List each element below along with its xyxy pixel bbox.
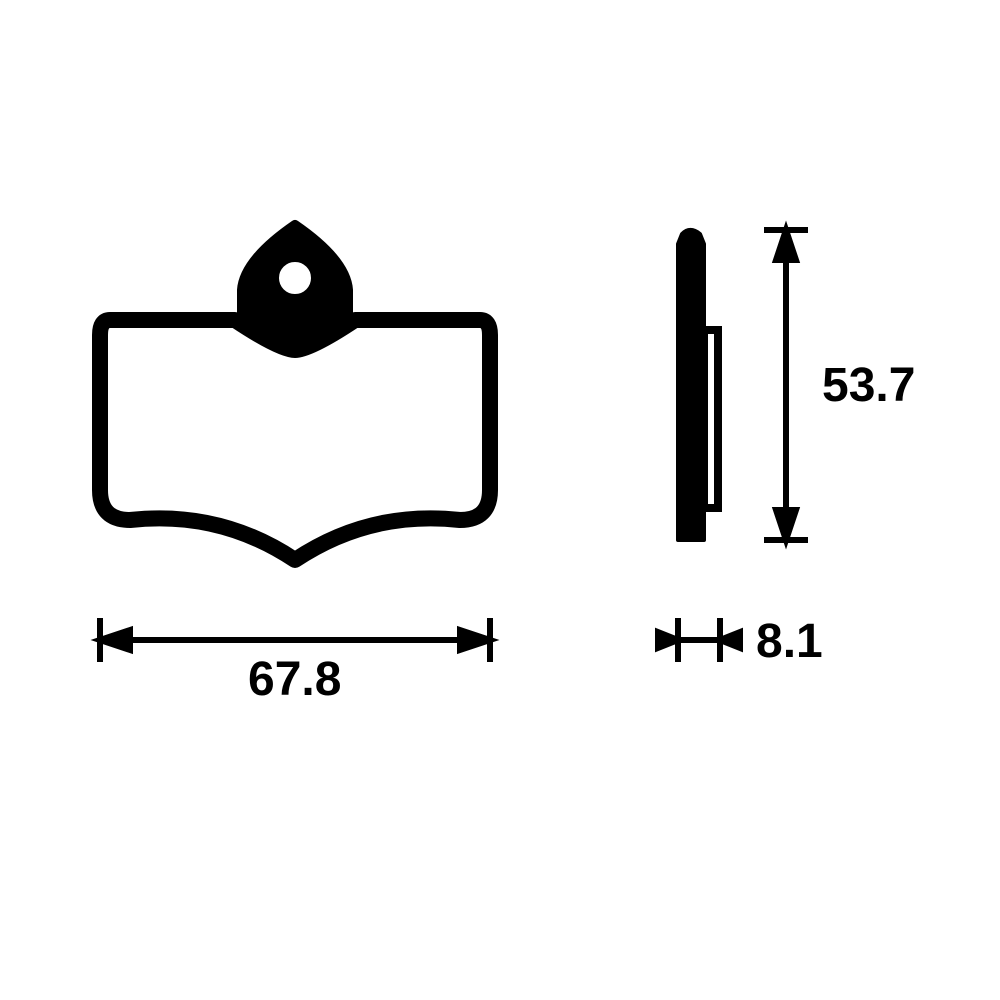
dim-width-label: 67.8 — [248, 652, 341, 707]
front-view — [100, 225, 490, 560]
dim-height — [764, 230, 808, 540]
dim-thick — [658, 618, 740, 662]
side-friction — [704, 330, 718, 508]
dim-height-label: 53.7 — [822, 358, 915, 413]
dim-thick-label: 8.1 — [756, 614, 823, 669]
side-view — [678, 230, 718, 540]
pad-outline — [100, 320, 490, 560]
drawing-canvas — [0, 0, 1000, 1000]
mounting-hole — [275, 258, 315, 298]
